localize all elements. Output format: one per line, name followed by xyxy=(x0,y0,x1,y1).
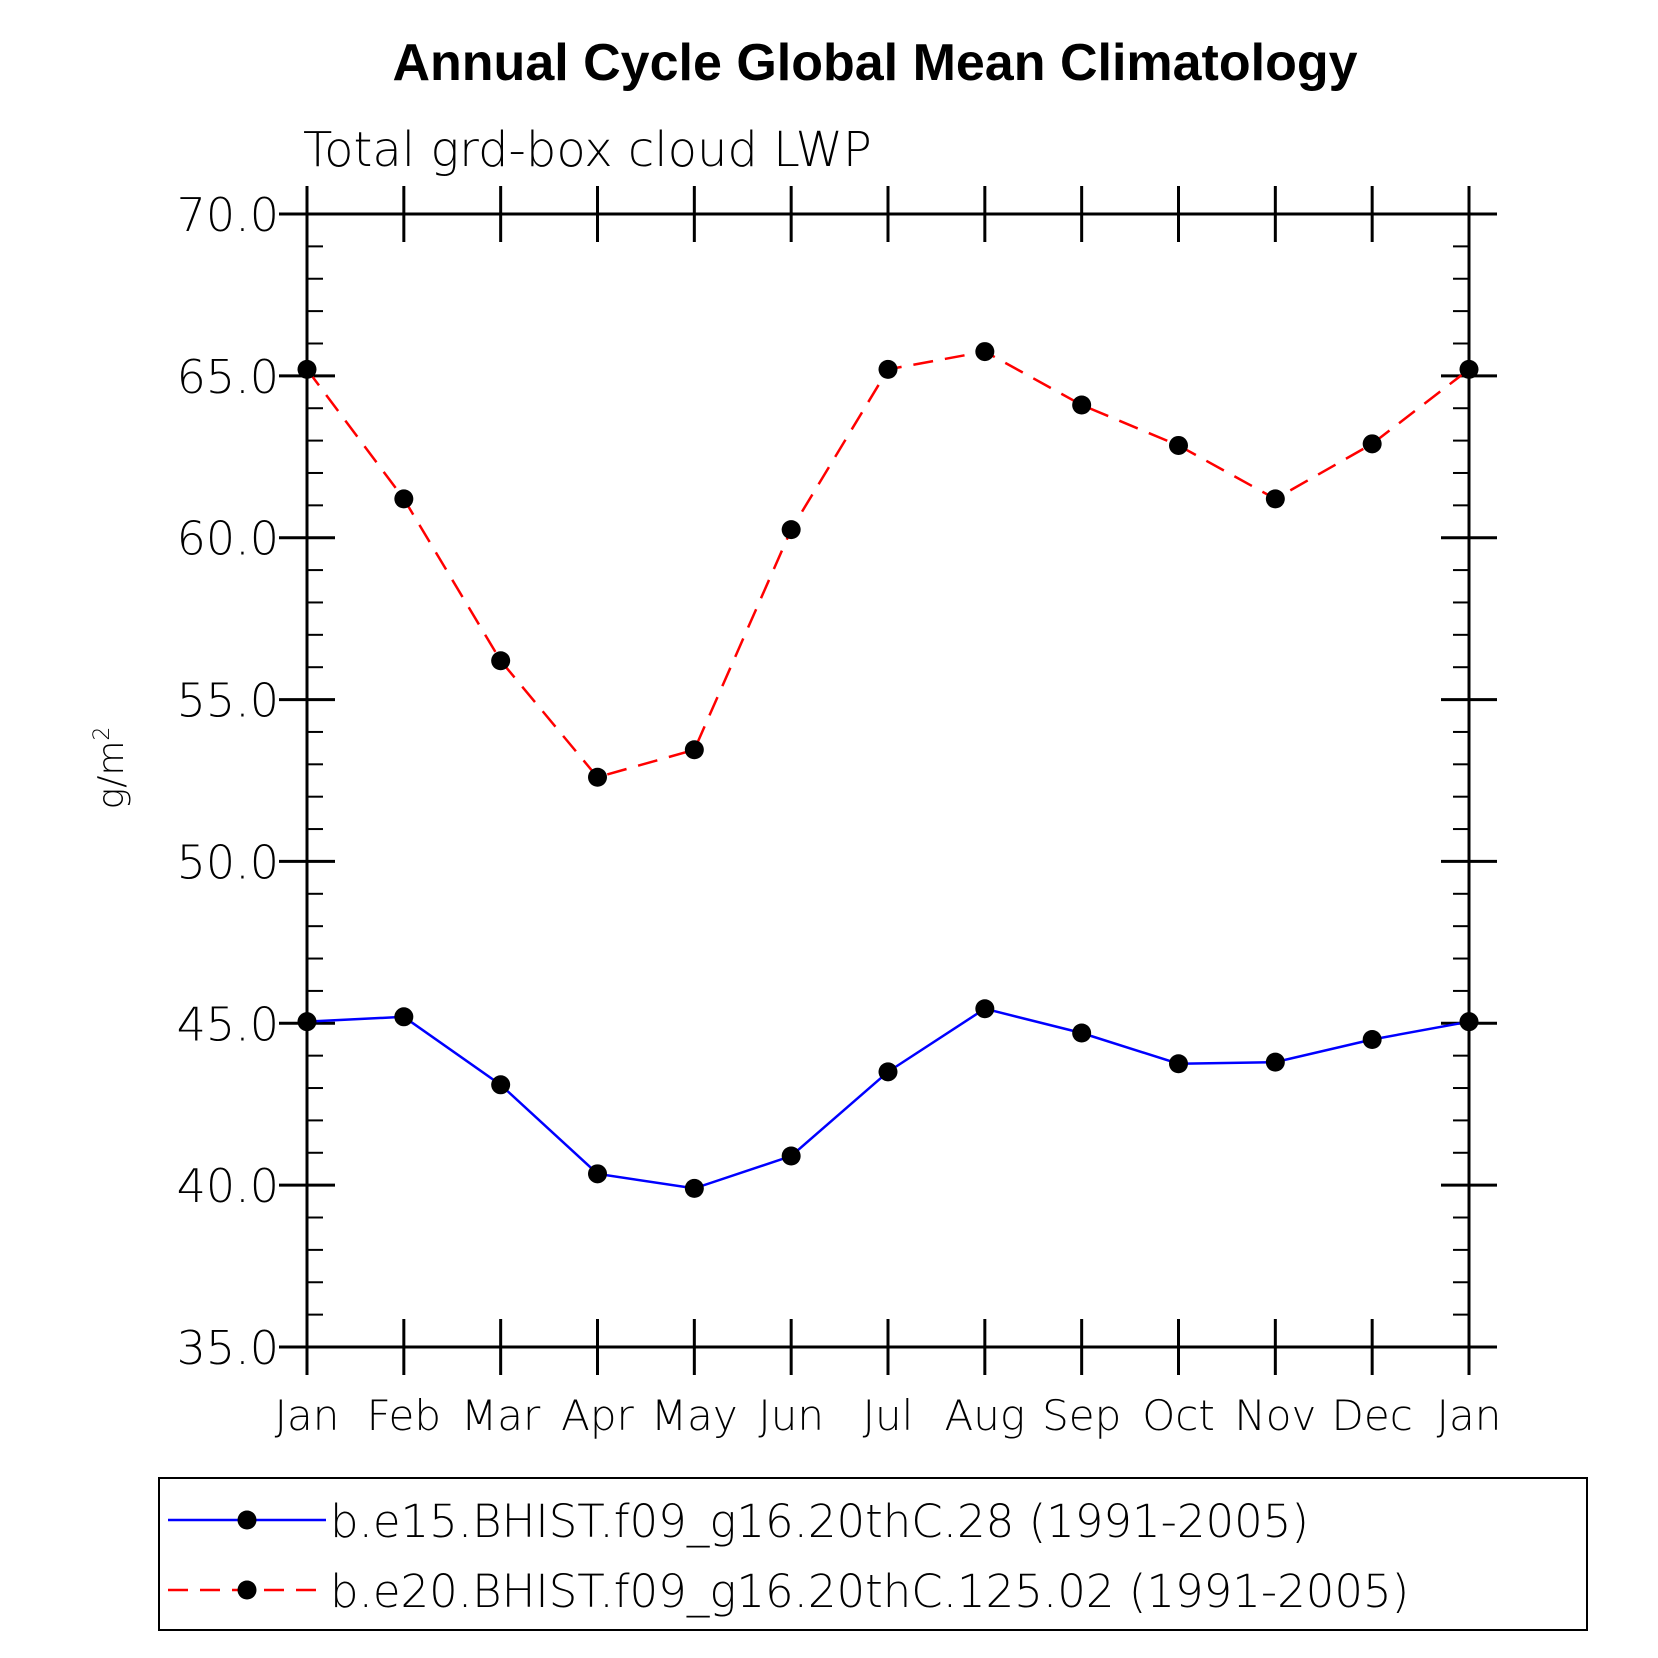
y-axis-label: g/m2 xyxy=(90,727,132,810)
axes-layer: 35.0 40.0 45.0 50.0 55.0 60.0 65.0 70.0 Jan Feb Ma… xyxy=(177,186,1502,1440)
x-tick-label: Jan xyxy=(275,1391,340,1440)
data-point xyxy=(588,1164,607,1184)
data-point xyxy=(491,1075,511,1095)
y-tick-label: 50.0 xyxy=(177,835,279,889)
legend-label: b.e20.BHIST.f09_g16.20thC.125.02 (1991-2… xyxy=(330,1565,1409,1618)
legend-marker xyxy=(237,1580,257,1600)
legend-box xyxy=(158,1477,1588,1631)
data-point xyxy=(297,359,317,379)
series-1 xyxy=(297,999,1479,1198)
series-2 xyxy=(297,342,1479,787)
data-point xyxy=(394,489,414,509)
legend-marker xyxy=(237,1510,257,1530)
data-point xyxy=(975,999,995,1019)
data-point xyxy=(588,767,607,787)
data-point xyxy=(1459,1012,1479,1032)
plot-frame xyxy=(305,212,1471,1349)
x-tick-label: Nov xyxy=(1234,1391,1316,1440)
x-tick-label: Oct xyxy=(1142,1391,1215,1440)
series-layer xyxy=(297,342,1479,1198)
y-tick-label: 60.0 xyxy=(177,512,279,566)
data-point xyxy=(1072,1023,1092,1043)
series-line xyxy=(305,350,1470,779)
data-point xyxy=(1265,1052,1285,1072)
data-point xyxy=(1362,434,1382,454)
x-tick-label: Jul xyxy=(863,1391,914,1440)
y-axis-label-base: g/m xyxy=(91,741,132,810)
chart-subtitle: Total grd-box cloud LWP xyxy=(303,122,872,178)
data-point xyxy=(394,1007,414,1027)
data-point xyxy=(1169,1054,1188,1074)
y-tick-label: 45.0 xyxy=(177,997,279,1051)
data-point xyxy=(297,1012,317,1032)
data-point xyxy=(878,1062,898,1082)
y-tick-label: 40.0 xyxy=(177,1159,279,1213)
x-tick-label: Aug xyxy=(945,1391,1026,1440)
data-point xyxy=(781,1146,801,1166)
data-point xyxy=(975,342,995,362)
data-point xyxy=(684,740,704,760)
data-point xyxy=(878,359,898,379)
data-point xyxy=(1072,395,1092,415)
x-tick-label: Jun xyxy=(758,1391,824,1440)
data-point xyxy=(1169,435,1188,455)
y-tick-label: 70.0 xyxy=(177,188,279,242)
data-point xyxy=(1459,359,1479,379)
x-tick-label: Apr xyxy=(561,1391,634,1440)
y-tick-label: 35.0 xyxy=(177,1321,279,1375)
y-axis-label-superscript: 2 xyxy=(90,727,115,741)
chart-title: Annual Cycle Global Mean Climatology xyxy=(392,34,1357,92)
series-line xyxy=(306,1007,1470,1190)
x-tick-label: Feb xyxy=(367,1391,441,1440)
data-point xyxy=(491,651,511,671)
x-tick-label: Dec xyxy=(1332,1391,1413,1440)
x-tick-label: Sep xyxy=(1042,1391,1121,1440)
data-point xyxy=(1265,489,1285,509)
x-tick-label: May xyxy=(651,1391,738,1440)
data-point xyxy=(684,1178,704,1198)
x-tick-label: Mar xyxy=(461,1391,541,1440)
data-point xyxy=(1362,1029,1382,1049)
y-tick-label: 65.0 xyxy=(177,350,279,404)
x-tick-label: Jan xyxy=(1437,1391,1502,1440)
y-tick-label: 55.0 xyxy=(177,674,279,728)
legend-label: b.e15.BHIST.f09_g16.20thC.28 (1991-2005) xyxy=(330,1495,1309,1548)
data-point xyxy=(781,520,801,540)
legend: b.e15.BHIST.f09_g16.20thC.28 (1991-2005)… xyxy=(158,1477,1588,1631)
